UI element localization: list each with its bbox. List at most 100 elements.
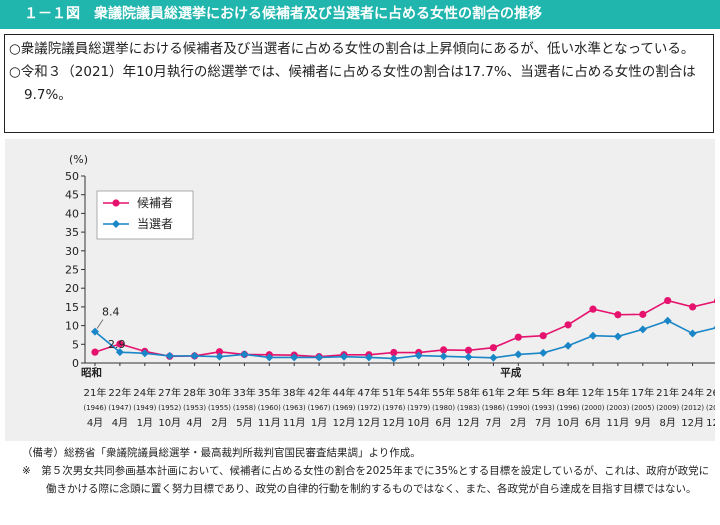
x-tick-label-year: 38年 bbox=[283, 387, 307, 399]
x-tick-label-month: 12月 bbox=[681, 417, 704, 429]
data-point-candidates bbox=[664, 296, 672, 305]
x-tick-label-month: 12月 bbox=[358, 417, 381, 429]
x-tick-label-western: (1980) bbox=[432, 404, 455, 412]
data-point-candidates bbox=[514, 333, 522, 341]
data-point-candidates bbox=[639, 310, 647, 318]
legend-label: 当選者 bbox=[137, 217, 173, 231]
x-tick-label-western: (2003) bbox=[606, 404, 629, 412]
data-point-elected bbox=[564, 341, 573, 350]
x-tick-label-western: (1963) bbox=[283, 404, 306, 412]
x-tick-label-month: 11月 bbox=[258, 417, 281, 429]
x-tick-label-western: (1946) bbox=[84, 404, 107, 412]
x-tick-label-western: (2009) bbox=[656, 404, 679, 412]
x-tick-label-month: 10月 bbox=[407, 417, 430, 429]
legend-marker bbox=[112, 199, 120, 207]
y-tick-label: 0 bbox=[72, 357, 79, 370]
data-point-elected bbox=[265, 353, 274, 362]
x-tick-label-year: 24年 bbox=[681, 387, 705, 399]
x-tick-label-month: 11月 bbox=[607, 417, 630, 429]
x-tick-label-year: 24年 bbox=[133, 387, 157, 399]
x-tick-label-year: 30年 bbox=[208, 387, 232, 399]
data-point-candidates bbox=[116, 340, 124, 348]
x-tick-label-month: 6月 bbox=[435, 417, 451, 429]
data-point-elected bbox=[663, 316, 672, 325]
summary-box: ○衆議院議員総選挙における候補者及び当選者に占める女性の割合は上昇傾向にあるが、… bbox=[4, 34, 714, 133]
data-point-elected bbox=[539, 348, 548, 357]
x-tick-label-month: 10月 bbox=[158, 417, 181, 429]
x-tick-label-year: 21年 bbox=[84, 387, 108, 399]
x-tick-label-year: 35年 bbox=[258, 387, 282, 399]
data-point-elected bbox=[215, 352, 224, 361]
data-point-elected bbox=[589, 331, 597, 340]
x-tick-label-month: 12月 bbox=[457, 417, 480, 429]
x-tick-label-month: 7月 bbox=[535, 417, 551, 429]
x-tick-label-western: (1996) bbox=[557, 404, 580, 412]
era-label: 昭和 bbox=[81, 366, 102, 379]
x-tick-label-western: (1949) bbox=[133, 404, 156, 412]
x-tick-label-western: (1990) bbox=[507, 404, 530, 412]
x-tick-label-western: (1953) bbox=[183, 404, 206, 412]
y-tick-label: 30 bbox=[65, 245, 79, 258]
x-tick-label-western: (1976) bbox=[382, 404, 405, 412]
legend-label: 候補者 bbox=[137, 196, 173, 210]
data-point-elected bbox=[713, 325, 715, 329]
x-tick-label-month: 11月 bbox=[283, 417, 306, 429]
y-tick-label: 5 bbox=[72, 338, 79, 351]
x-tick-label-year: 5年 bbox=[532, 387, 556, 399]
data-point-elected bbox=[315, 353, 324, 362]
x-tick-label-year: 26年 bbox=[706, 387, 715, 399]
x-tick-label-year: 21年 bbox=[656, 387, 680, 399]
data-point-elected bbox=[91, 327, 99, 336]
data-point-elected bbox=[514, 350, 523, 359]
x-tick-label-month: 9月 bbox=[635, 417, 651, 429]
data-point-candidates bbox=[689, 303, 697, 311]
x-tick-label-month: 6月 bbox=[585, 417, 601, 429]
data-point-candidates bbox=[589, 305, 597, 313]
data-point-elected bbox=[638, 325, 647, 334]
x-tick-label-year: 58年 bbox=[457, 387, 481, 399]
series-line-elected bbox=[94, 319, 715, 360]
x-tick-label-western: (2014) bbox=[706, 404, 715, 412]
y-tick-label: 10 bbox=[65, 320, 79, 333]
y-tick-label: 15 bbox=[65, 301, 79, 314]
x-tick-label-year: 12年 bbox=[582, 387, 606, 399]
y-tick-label: 20 bbox=[65, 282, 79, 295]
x-tick-label-year: 33年 bbox=[233, 387, 257, 399]
data-point-elected bbox=[165, 351, 174, 360]
y-tick-label: 40 bbox=[65, 207, 79, 220]
data-point-elected bbox=[364, 353, 373, 362]
y-tick-label: 25 bbox=[65, 264, 79, 277]
x-tick-label-month: 5月 bbox=[236, 417, 252, 429]
x-tick-label-month: 8月 bbox=[660, 417, 676, 429]
y-axis-unit: (%) bbox=[69, 153, 88, 166]
x-tick-label-western: (1993) bbox=[532, 404, 555, 412]
data-label-leader bbox=[96, 319, 104, 329]
data-point-elected bbox=[414, 351, 423, 360]
x-tick-label-month: 7月 bbox=[485, 417, 501, 429]
x-tick-label-year: 55年 bbox=[432, 387, 456, 399]
data-point-candidates bbox=[614, 311, 622, 319]
x-tick-label-western: (1986) bbox=[482, 404, 505, 412]
x-tick-label-year: 15年 bbox=[606, 387, 630, 399]
x-tick-label-western: (1952) bbox=[158, 404, 181, 412]
x-tick-label-month: 1月 bbox=[311, 417, 327, 429]
data-point-elected bbox=[464, 353, 473, 362]
series-line-candidates bbox=[94, 299, 715, 358]
x-tick-label-month: 12月 bbox=[333, 417, 356, 429]
data-point-candidates bbox=[489, 344, 497, 352]
x-tick-label-year: 54年 bbox=[407, 387, 431, 399]
data-point-candidates bbox=[464, 346, 473, 354]
x-tick-label-western: (1947) bbox=[108, 404, 131, 412]
x-tick-label-month: 12月 bbox=[382, 417, 405, 429]
x-tick-label-month: 2月 bbox=[211, 417, 227, 429]
x-tick-label-western: (2000) bbox=[582, 404, 605, 412]
x-tick-label-year: 47年 bbox=[357, 387, 381, 399]
data-point-elected bbox=[613, 332, 622, 341]
data-point-candidates bbox=[215, 348, 224, 356]
x-tick-label-year: 22年 bbox=[108, 387, 132, 399]
x-tick-label-western: (1960) bbox=[258, 404, 281, 412]
data-point-candidates bbox=[539, 332, 547, 340]
x-tick-label-western: (1972) bbox=[357, 404, 380, 412]
x-tick-label-month: 4月 bbox=[186, 417, 202, 429]
x-tick-label-year: 28年 bbox=[183, 387, 207, 399]
